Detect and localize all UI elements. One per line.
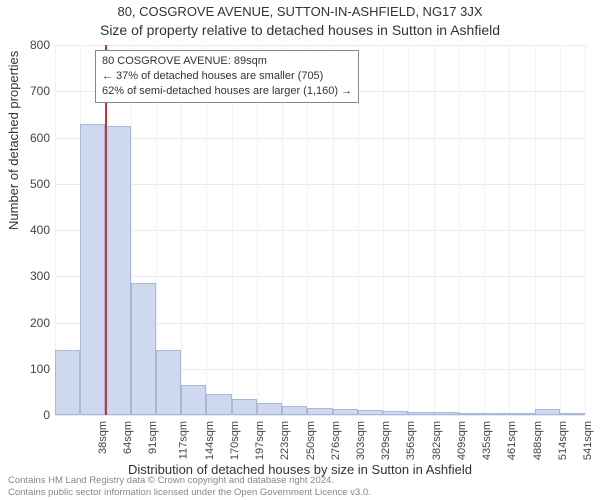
- gridline-v: [535, 45, 536, 415]
- histogram-bar: [333, 409, 358, 415]
- x-tick-label: 117sqm: [178, 421, 190, 459]
- x-tick-label: 170sqm: [229, 421, 241, 460]
- x-tick-label: 197sqm: [254, 421, 266, 460]
- gridline-h: [55, 230, 585, 231]
- y-tick-label: 500: [10, 177, 50, 191]
- y-tick-label: 0: [10, 408, 50, 422]
- annotation-line: ← 37% of detached houses are smaller (70…: [102, 69, 352, 84]
- histogram-bar: [535, 409, 560, 415]
- chart-title-line1: 80, COSGROVE AVENUE, SUTTON-IN-ASHFIELD,…: [0, 4, 600, 19]
- footer-text: Contains HM Land Registry data © Crown c…: [8, 475, 371, 498]
- x-tick-label: 276sqm: [330, 421, 342, 460]
- chart-container: 80, COSGROVE AVENUE, SUTTON-IN-ASHFIELD,…: [0, 0, 600, 500]
- x-tick-label: 303sqm: [355, 421, 367, 460]
- annotation-line: 62% of semi-detached houses are larger (…: [102, 84, 352, 99]
- histogram-bar: [383, 411, 408, 415]
- histogram-bar: [509, 413, 534, 415]
- gridline-h: [55, 415, 585, 416]
- annotation-line: 80 COSGROVE AVENUE: 89sqm: [102, 54, 352, 69]
- x-tick-label: 329sqm: [380, 421, 392, 460]
- gridline-v: [585, 45, 586, 415]
- footer-line: Contains public sector information licen…: [8, 487, 371, 498]
- gridline-v: [408, 45, 409, 415]
- x-tick-label: 461sqm: [507, 421, 519, 460]
- gridline-v: [459, 45, 460, 415]
- y-tick-label: 300: [10, 269, 50, 283]
- histogram-bar: [181, 385, 206, 415]
- histogram-bar: [434, 412, 459, 415]
- histogram-bar: [131, 283, 156, 415]
- chart-title-line2: Size of property relative to detached ho…: [0, 22, 600, 38]
- x-tick-label: 144sqm: [204, 421, 216, 460]
- histogram-bar: [55, 350, 80, 415]
- gridline-v: [509, 45, 510, 415]
- gridline-v: [484, 45, 485, 415]
- footer-line: Contains HM Land Registry data © Crown c…: [8, 475, 371, 486]
- histogram-bar: [358, 410, 383, 415]
- x-tick-label: 488sqm: [532, 421, 544, 460]
- y-tick-label: 600: [10, 131, 50, 145]
- y-tick-label: 100: [10, 362, 50, 376]
- histogram-bar: [206, 394, 231, 415]
- annotation-box: 80 COSGROVE AVENUE: 89sqm ← 37% of detac…: [95, 50, 359, 103]
- gridline-h: [55, 45, 585, 46]
- histogram-bar: [459, 413, 484, 415]
- x-tick-label: 382sqm: [431, 421, 443, 460]
- gridline-h: [55, 138, 585, 139]
- gridline-h: [55, 276, 585, 277]
- x-tick-label: 409sqm: [456, 421, 468, 460]
- y-tick-label: 200: [10, 316, 50, 330]
- x-tick-label: 435sqm: [481, 421, 493, 460]
- histogram-bar: [156, 350, 181, 415]
- gridline-v: [434, 45, 435, 415]
- x-tick-label: 250sqm: [305, 421, 317, 460]
- histogram-bar: [560, 413, 585, 415]
- gridline-v: [560, 45, 561, 415]
- x-tick-label: 38sqm: [97, 421, 109, 454]
- gridline-h: [55, 184, 585, 185]
- gridline-v: [383, 45, 384, 415]
- histogram-bar: [105, 126, 130, 415]
- histogram-bar: [232, 399, 257, 415]
- x-tick-label: 91sqm: [147, 421, 159, 454]
- histogram-bar: [80, 124, 105, 415]
- histogram-bar: [408, 412, 433, 415]
- histogram-bar: [282, 406, 307, 415]
- histogram-bar: [484, 413, 509, 415]
- y-tick-label: 800: [10, 38, 50, 52]
- y-tick-label: 400: [10, 223, 50, 237]
- histogram-bar: [257, 403, 282, 415]
- x-tick-label: 541sqm: [582, 421, 594, 460]
- x-tick-label: 64sqm: [122, 421, 134, 454]
- x-tick-label: 223sqm: [279, 421, 291, 460]
- y-tick-label: 700: [10, 84, 50, 98]
- histogram-bar: [307, 408, 332, 415]
- x-tick-label: 514sqm: [557, 421, 569, 460]
- x-tick-label: 356sqm: [406, 421, 418, 460]
